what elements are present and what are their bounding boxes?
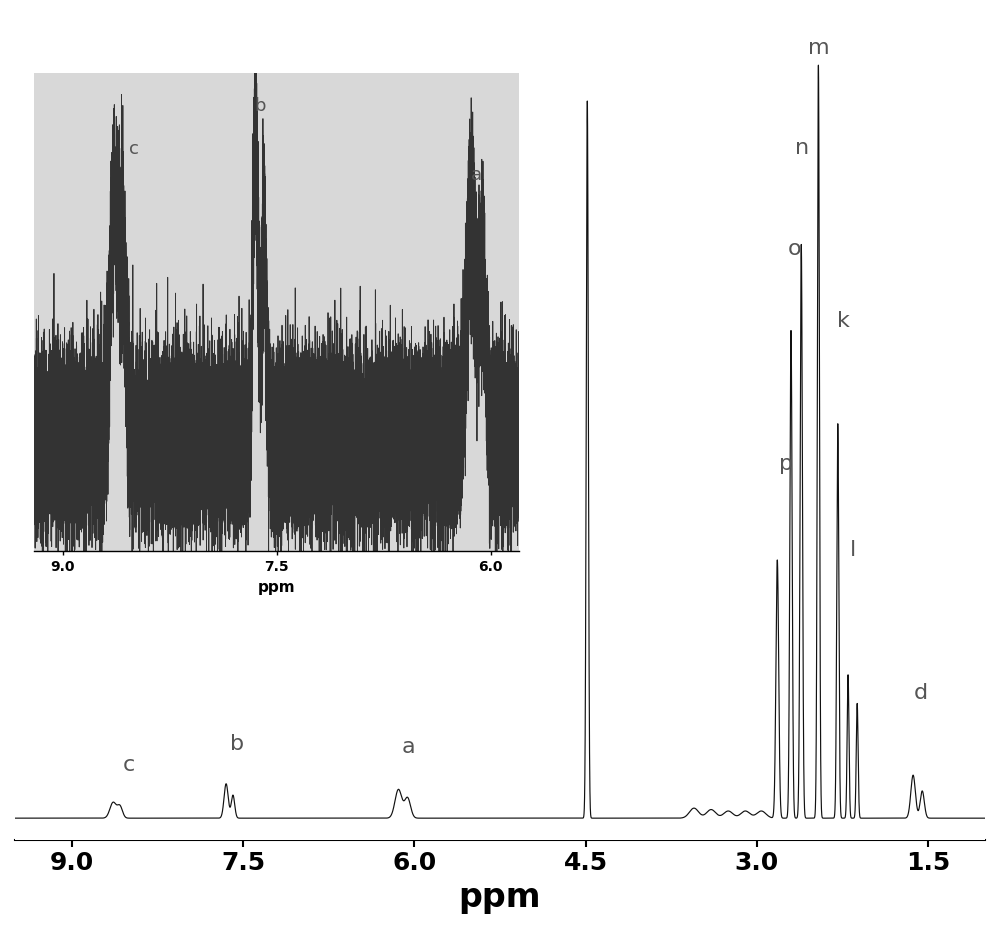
Text: b: b (230, 734, 245, 754)
Text: k: k (837, 311, 850, 331)
Text: m: m (808, 38, 829, 58)
Text: d: d (914, 684, 928, 703)
X-axis label: ppm: ppm (459, 881, 541, 914)
Bar (15, 822, 985, 840)
Text: p: p (779, 454, 793, 474)
Text: n: n (795, 138, 809, 158)
Text: a: a (402, 738, 416, 757)
Text: c: c (123, 756, 135, 775)
Text: l: l (849, 540, 856, 560)
Text: o: o (788, 239, 801, 259)
